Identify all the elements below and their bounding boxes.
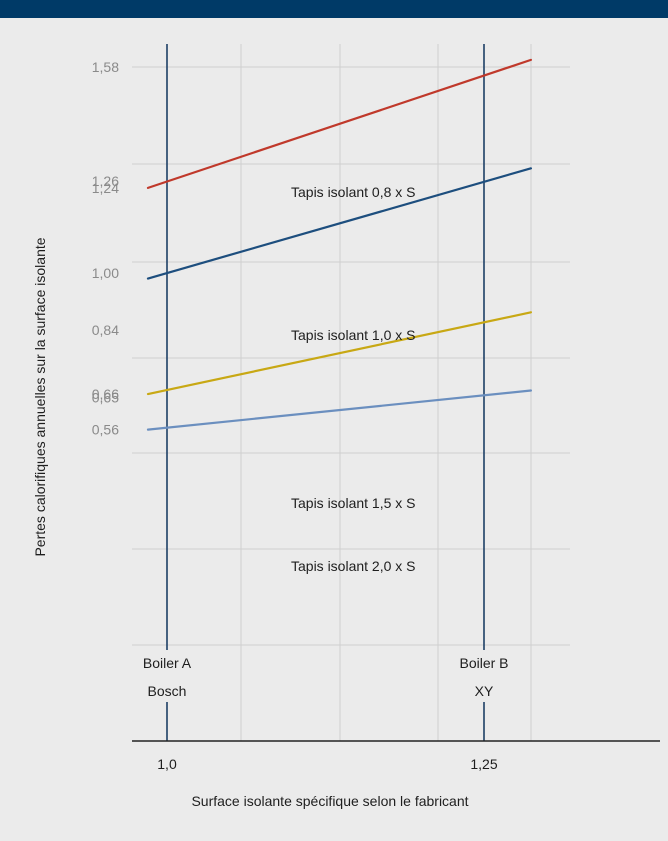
marker-label-line2-0: Bosch — [148, 683, 187, 699]
series-line-0 — [146, 58, 533, 189]
x-tick-label-0: 1,0 — [157, 756, 177, 772]
y-tick-label-5: 0,66 — [92, 386, 119, 402]
y-tick-label-0: 1,58 — [92, 59, 119, 75]
series-labels: Tapis isolant 0,8 x S Tapis isolant 1,0 x… — [291, 184, 416, 574]
y-axis-title: Pertes calorifiques annuelles sur la sur… — [32, 237, 48, 556]
series-label-3: Tapis isolant 2,0 x S — [291, 558, 416, 574]
boiler-markers: Boiler A Bosch Boiler B XY — [127, 44, 524, 741]
marker-label-bg-0 — [127, 650, 207, 702]
y-tick-label-2: 1,24 — [92, 180, 119, 196]
y-tick-label-6: 0,65 — [92, 390, 119, 406]
series-line-3 — [146, 389, 533, 431]
series-label-0: Tapis isolant 0,8 x S — [291, 184, 416, 200]
marker-label-line1-0: Boiler A — [143, 655, 192, 671]
series-label-1: Tapis isolant 1,0 x S — [291, 327, 416, 343]
marker-label-line2-1: XY — [475, 683, 494, 699]
series-label-2: Tapis isolant 1,5 x S — [291, 495, 416, 511]
y-tick-labels: 1,58 1,261,24 1,00 0,84 0,660,65 0,56 — [92, 59, 119, 438]
series-line-1 — [146, 167, 533, 280]
header-bar — [0, 0, 668, 18]
series-lines — [146, 58, 533, 431]
y-tick-label-7: 0,56 — [92, 422, 119, 438]
marker-label-line1-1: Boiler B — [459, 655, 508, 671]
x-tick-label-1: 1,25 — [470, 756, 497, 772]
y-tick-label-3: 1,00 — [92, 265, 119, 281]
marker-label-bg-1 — [444, 650, 524, 702]
y-tick-label-4: 0,84 — [92, 322, 119, 338]
y-tick-label-1: 1,26 — [92, 173, 119, 189]
series-line-2 — [146, 311, 533, 396]
x-tick-labels: 1,0 1,25 — [157, 756, 498, 772]
grid — [132, 44, 570, 741]
x-axis-title: Surface isolante spécifique selon le fab… — [191, 793, 468, 809]
